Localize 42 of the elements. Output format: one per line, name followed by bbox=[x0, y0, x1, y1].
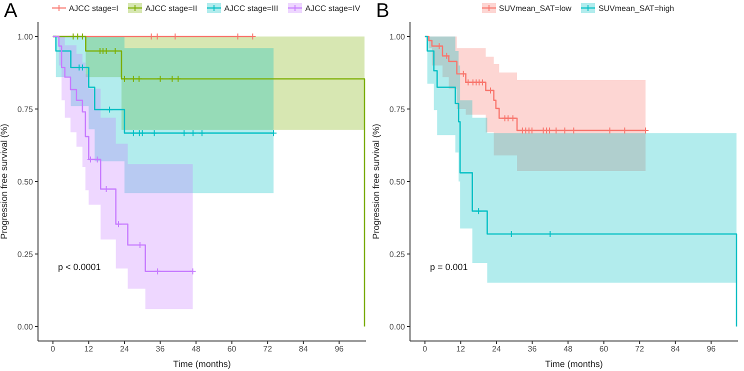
chart-title: A bbox=[4, 0, 18, 23]
x-tick-label: 72 bbox=[263, 344, 273, 354]
y-tick-label: 0.50 bbox=[389, 177, 406, 186]
x-tick-label: 0 bbox=[50, 344, 56, 354]
y-tick-label: 0.75 bbox=[389, 104, 406, 114]
x-tick-label: 84 bbox=[298, 344, 308, 354]
y-axis-title: Progression free survival (%) bbox=[0, 124, 10, 240]
legend-label: AJCC stage=III bbox=[224, 4, 278, 12]
x-axis-title: Time (months) bbox=[545, 359, 603, 369]
y-tick-label: 1.00 bbox=[389, 32, 406, 42]
x-tick-label: 72 bbox=[635, 344, 645, 354]
annotation: p = 0.001 bbox=[430, 262, 468, 272]
legend-label: AJCC stage=II bbox=[145, 4, 198, 12]
y-tick-label: 0.00 bbox=[17, 322, 34, 332]
x-tick-label: 48 bbox=[564, 344, 574, 354]
x-tick-label: 48 bbox=[192, 344, 202, 354]
x-tick-label: 12 bbox=[456, 344, 466, 354]
x-tick-label: 36 bbox=[156, 344, 166, 354]
x-tick-label: 24 bbox=[120, 344, 130, 354]
x-axis-title: Time (months) bbox=[173, 359, 231, 369]
annotation: p < 0.0001 bbox=[58, 262, 101, 272]
y-tick-label: 0.25 bbox=[389, 250, 406, 259]
x-tick-label: 96 bbox=[334, 344, 344, 354]
y-axis-title: Progression free survival (%) bbox=[371, 124, 382, 240]
legend-label: SUVmean_SAT=high bbox=[598, 4, 674, 12]
y-tick-label: 1.00 bbox=[17, 32, 34, 42]
x-tick-label: 36 bbox=[528, 344, 538, 354]
y-tick-label: 0.00 bbox=[389, 322, 406, 332]
legend-label: AJCC stage=IV bbox=[305, 4, 360, 12]
x-tick-label: 24 bbox=[492, 344, 502, 354]
x-tick-label: 12 bbox=[84, 344, 94, 354]
x-tick-label: 60 bbox=[227, 344, 237, 354]
x-tick-label: 96 bbox=[706, 344, 716, 354]
y-tick-label: 0.25 bbox=[17, 250, 34, 259]
x-tick-label: 0 bbox=[422, 344, 428, 354]
x-tick-label: 84 bbox=[670, 344, 680, 354]
x-tick-label: 60 bbox=[599, 344, 609, 354]
y-tick-label: 0.50 bbox=[17, 177, 34, 186]
chart-title: B bbox=[376, 0, 390, 23]
legend-label: SUVmean_SAT=low bbox=[498, 4, 572, 12]
legend-label: AJCC stage=I bbox=[68, 4, 118, 12]
y-tick-label: 0.75 bbox=[17, 104, 34, 114]
